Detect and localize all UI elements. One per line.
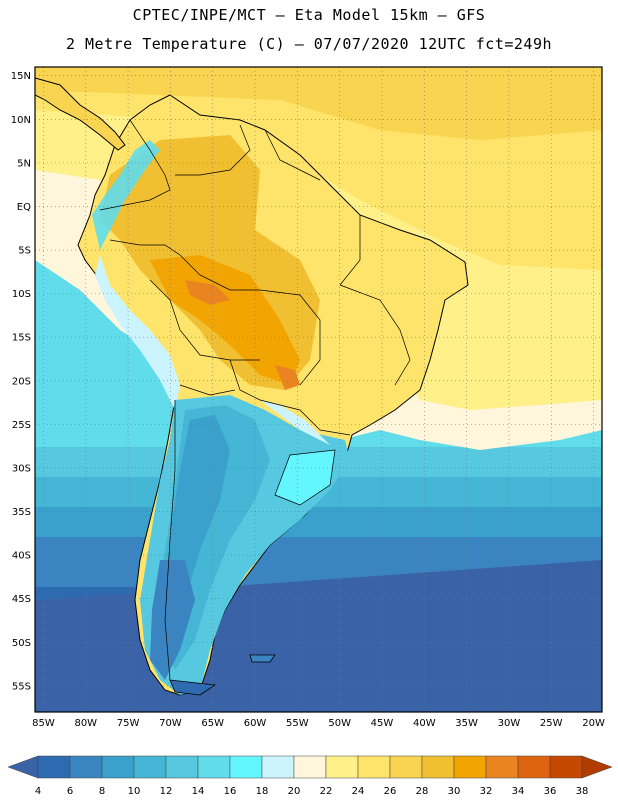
colorbar-boxes bbox=[7, 755, 613, 779]
colorbar-label: 28 bbox=[416, 786, 429, 797]
map-frame bbox=[34, 66, 603, 713]
colorbar-label: 38 bbox=[576, 786, 589, 797]
lon-label: 85W bbox=[32, 718, 55, 729]
lat-label: 50S bbox=[12, 638, 31, 649]
lon-label: 45W bbox=[371, 718, 394, 729]
lat-label: 10S bbox=[12, 289, 31, 300]
colorbar-label: 6 bbox=[67, 786, 73, 797]
interior-heat-34 bbox=[185, 280, 230, 305]
colorbar-box bbox=[517, 755, 551, 779]
colorbar-label: 34 bbox=[512, 786, 525, 797]
colorbar-label: 12 bbox=[160, 786, 173, 797]
lat-label: 45S bbox=[12, 594, 31, 605]
colorbar-box bbox=[549, 755, 583, 779]
lat-label: 30S bbox=[12, 463, 31, 474]
colorbar-label: 14 bbox=[192, 786, 205, 797]
lat-label: 20S bbox=[12, 376, 31, 387]
colorbar-label: 10 bbox=[128, 786, 141, 797]
andes-central-cool bbox=[95, 255, 180, 410]
interior-heat-34b bbox=[275, 365, 300, 390]
colorbar-label: 20 bbox=[288, 786, 301, 797]
andes-north-cold bbox=[92, 140, 160, 250]
lon-label: 60W bbox=[244, 718, 267, 729]
colorbar-box bbox=[133, 755, 167, 779]
colorbar-label: 8 bbox=[99, 786, 105, 797]
uruguay-region bbox=[274, 449, 336, 506]
lon-label: 65W bbox=[201, 718, 224, 729]
colorbar-label: 36 bbox=[544, 786, 557, 797]
colorbar-label: 18 bbox=[256, 786, 269, 797]
lat-label: 5S bbox=[18, 246, 31, 257]
southeast-cool bbox=[260, 400, 330, 445]
tierra-del-fuego bbox=[169, 679, 217, 696]
lon-label: 35W bbox=[455, 718, 478, 729]
colorbar-box bbox=[261, 755, 295, 779]
lon-label: 70W bbox=[159, 718, 182, 729]
colorbar-box bbox=[389, 755, 423, 779]
colorbar-min-arrow bbox=[7, 755, 39, 779]
colorbar: 4 6 8 10 12 14 16 18 20 22 24 26 28 30 32 34 36 38 bbox=[7, 755, 613, 797]
map-field bbox=[35, 67, 602, 712]
lon-label: 40W bbox=[413, 718, 436, 729]
colorbar-box bbox=[165, 755, 199, 779]
lat-label: 25S bbox=[12, 420, 31, 431]
colorbar-label: 4 bbox=[35, 786, 41, 797]
colorbar-labels: 4 6 8 10 12 14 16 18 20 22 24 26 28 30 32 34 36 38 bbox=[35, 786, 589, 797]
falkland-islands bbox=[249, 654, 276, 663]
lon-label: 80W bbox=[74, 718, 97, 729]
colorbar-box bbox=[357, 755, 391, 779]
colorbar-label: 32 bbox=[480, 786, 493, 797]
lat-label: 15S bbox=[12, 333, 31, 344]
lon-label: 30W bbox=[498, 718, 521, 729]
temperature-map: 15N 10N 5N EQ 5S 10S 15S 20S 25S 30S 35S 40S 45S 50S 5… bbox=[11, 66, 605, 729]
lat-label: 55S bbox=[12, 681, 31, 692]
colorbar-box bbox=[197, 755, 231, 779]
colorbar-box bbox=[37, 755, 71, 779]
colorbar-box bbox=[453, 755, 487, 779]
colorbar-label: 16 bbox=[224, 786, 237, 797]
lon-label: 25W bbox=[540, 718, 563, 729]
country-borders bbox=[99, 119, 411, 681]
lat-label: 35S bbox=[12, 507, 31, 518]
lon-label: 55W bbox=[286, 718, 309, 729]
longitude-labels: 85W 80W 75W 70W 65W 60W 55W 50W 45W 40W 35W 30W 25W 2… bbox=[32, 718, 605, 729]
lat-label: 10N bbox=[11, 115, 31, 126]
colorbar-box bbox=[293, 755, 327, 779]
lon-label: 75W bbox=[117, 718, 140, 729]
colorbar-label: 26 bbox=[384, 786, 397, 797]
lon-label: 20W bbox=[582, 718, 605, 729]
map-title-line1: CPTEC/INPE/MCT – Eta Model 15km – GFS bbox=[132, 6, 486, 24]
patagonia-8 bbox=[150, 560, 195, 680]
central-america-landmass bbox=[35, 77, 126, 151]
colorbar-box bbox=[101, 755, 135, 779]
map-title-line2: 2 Metre Temperature (C) – 07/07/2020 12U… bbox=[65, 35, 553, 53]
colorbar-box bbox=[69, 755, 103, 779]
colorbar-box bbox=[421, 755, 455, 779]
colorbar-max-arrow bbox=[581, 755, 613, 779]
lat-label: EQ bbox=[17, 202, 31, 213]
colorbar-label: 22 bbox=[320, 786, 333, 797]
lat-label: 15N bbox=[11, 71, 31, 82]
lat-label: 5N bbox=[17, 158, 31, 169]
graticule bbox=[35, 67, 602, 712]
colorbar-box bbox=[325, 755, 359, 779]
latitude-labels: 15N 10N 5N EQ 5S 10S 15S 20S 25S 30S 35S 40S 45S 50S 5… bbox=[11, 71, 31, 692]
colorbar-label: 30 bbox=[448, 786, 461, 797]
lon-label: 50W bbox=[328, 718, 351, 729]
colorbar-label: 24 bbox=[352, 786, 365, 797]
lat-label: 40S bbox=[12, 551, 31, 562]
ocean-warm-28 bbox=[35, 67, 602, 140]
colorbar-box bbox=[485, 755, 519, 779]
colorbar-box bbox=[229, 755, 263, 779]
